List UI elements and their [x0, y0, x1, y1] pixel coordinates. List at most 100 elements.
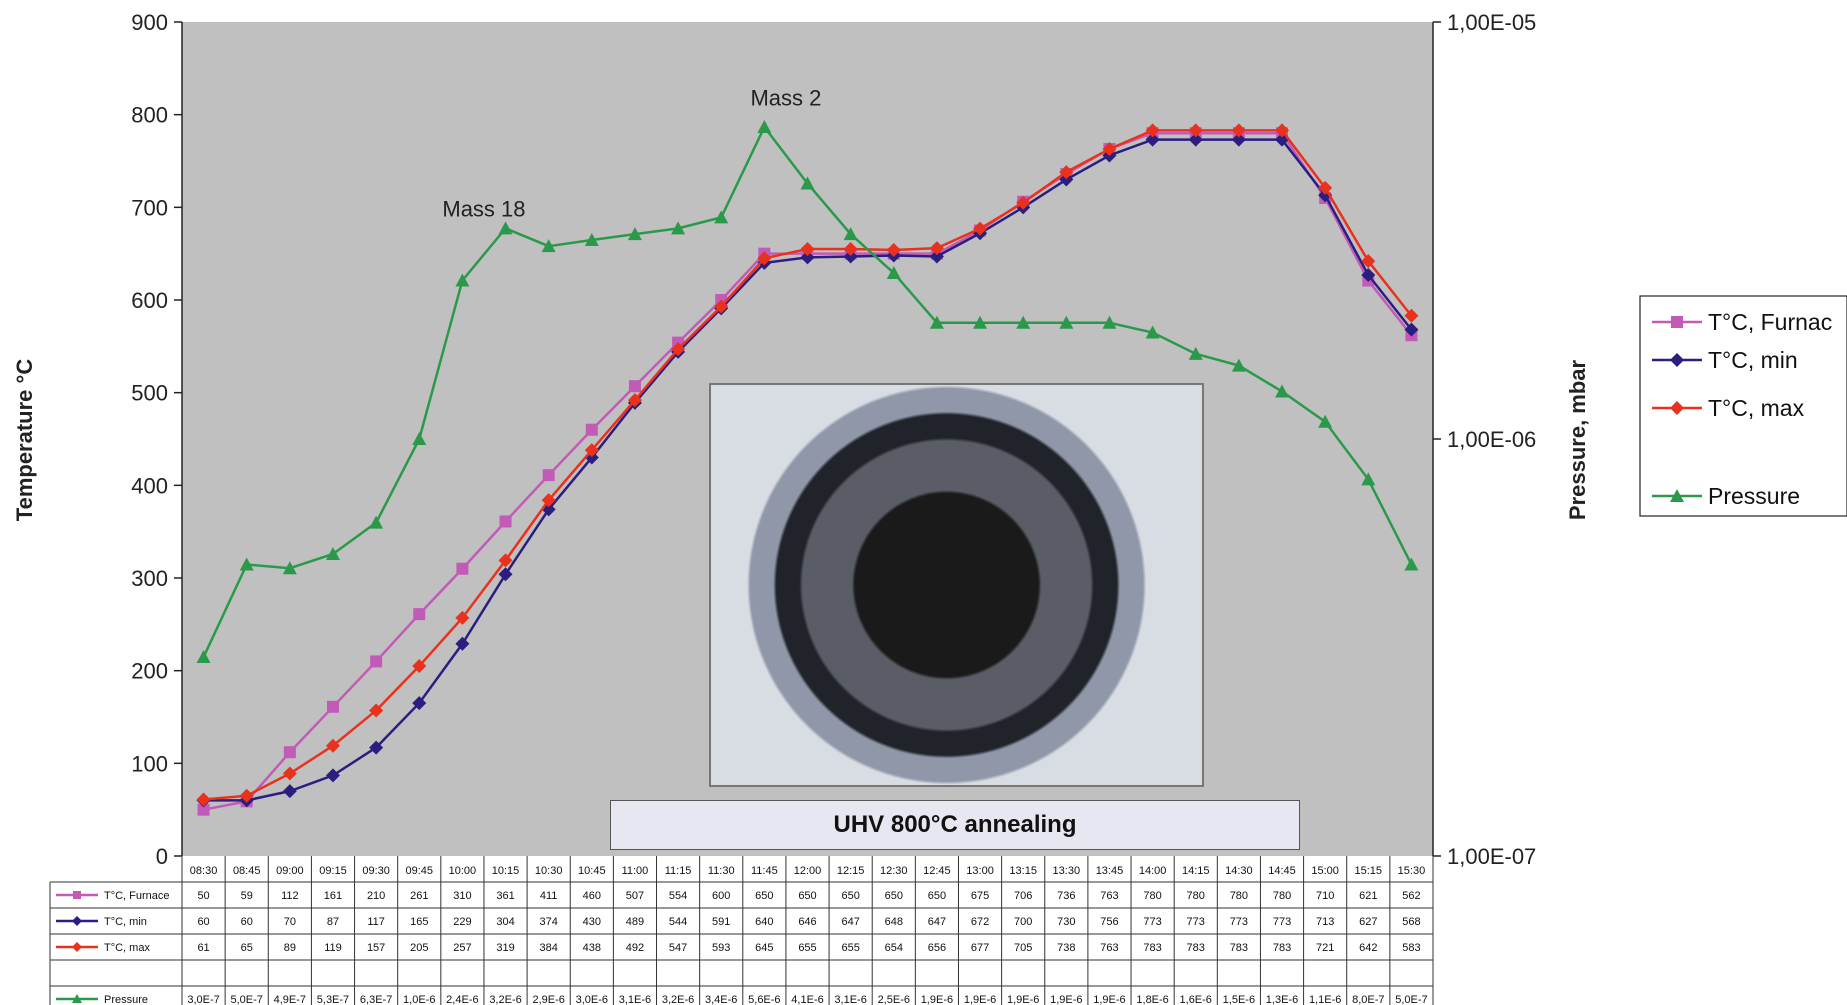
table-cell: 730: [1057, 916, 1075, 928]
data-point: [800, 176, 815, 190]
data-point: [196, 792, 211, 807]
data-point: [1275, 123, 1290, 138]
annotation-label: Mass 18: [442, 197, 525, 222]
table-cell: 5,0E-7: [230, 994, 262, 1005]
table-cell: 3,4E-6: [705, 994, 737, 1005]
data-point: [282, 766, 297, 781]
table-cell: 647: [928, 916, 946, 928]
table-cell: 2,4E-6: [446, 994, 478, 1005]
x-tick-label: 13:15: [1009, 865, 1037, 877]
table-cell: 1,9E-6: [1093, 994, 1125, 1005]
table-row-label: T°C, max: [104, 942, 150, 954]
table-cell: 210: [367, 890, 385, 902]
x-tick-label: 09:00: [276, 865, 304, 877]
data-point: [671, 342, 686, 357]
data-point: [282, 561, 297, 575]
data-point: [1188, 132, 1203, 147]
table-cell: 165: [410, 916, 428, 928]
table-row-label: T°C, Furnace: [104, 890, 170, 902]
table-cell: 656: [928, 942, 946, 954]
data-point: [1231, 132, 1246, 147]
table-cell: 650: [885, 890, 903, 902]
left-axis-title: Temperature °C: [12, 359, 37, 522]
right-axis: 1,00E-07 1,00E-06 1,00E-05: [1432, 10, 1536, 869]
data-point: [498, 553, 513, 568]
data-point: [239, 788, 254, 803]
table-cell: 438: [583, 942, 601, 954]
table-cell: 157: [367, 942, 385, 954]
table-cell: 647: [841, 916, 859, 928]
x-tick-label: 15:30: [1398, 865, 1426, 877]
furnace-photo: [709, 383, 1204, 787]
table-cell: 650: [755, 890, 773, 902]
data-point: [455, 636, 470, 651]
x-tick-label: 11:15: [665, 865, 692, 877]
table-cell: 627: [1359, 916, 1377, 928]
data-point: [541, 239, 556, 253]
x-tick-label: 13:00: [966, 865, 994, 877]
data-point: [455, 273, 470, 287]
series-layer: [196, 120, 1419, 816]
left-tick-label: 0: [156, 844, 168, 869]
x-tick-label: 14:45: [1268, 865, 1296, 877]
table-cell: 562: [1402, 890, 1420, 902]
right-tick-label: 1,00E-05: [1447, 10, 1536, 35]
data-point: [498, 567, 513, 582]
table-cell: 161: [324, 890, 342, 902]
table-cell: 642: [1359, 942, 1377, 954]
left-tick-label: 100: [131, 751, 168, 776]
table-cell: 492: [626, 942, 644, 954]
data-point: [326, 700, 339, 713]
data-point: [369, 515, 384, 529]
data-point: [1361, 254, 1376, 269]
table-cell: 675: [971, 890, 989, 902]
data-point: [1671, 316, 1683, 328]
data-point: [1670, 401, 1684, 415]
table-cell: 773: [1273, 916, 1291, 928]
table-cell: 554: [669, 890, 687, 902]
data-point: [498, 221, 513, 235]
table-cell: 310: [453, 890, 471, 902]
data-point: [1670, 353, 1684, 367]
table-cell: 1,8E-6: [1136, 994, 1168, 1005]
data-point: [1188, 123, 1203, 138]
table-cell: 70: [284, 916, 296, 928]
left-tick-label: 500: [131, 381, 168, 406]
table-cell: 4,1E-6: [791, 994, 823, 1005]
table-cell: 8,0E-7: [1352, 994, 1384, 1005]
table-cell: 654: [885, 942, 903, 954]
data-point: [73, 891, 81, 899]
table-cell: 65: [241, 942, 253, 954]
x-tick-label: 09:45: [405, 865, 433, 877]
x-tick-label: 08:45: [233, 865, 261, 877]
x-tick-label: 11:30: [708, 865, 735, 877]
data-point: [72, 942, 82, 952]
table-cell: 591: [712, 916, 730, 928]
data-point: [413, 608, 426, 621]
table-cell: 706: [1014, 890, 1032, 902]
right-axis-title: Pressure, mbar: [1565, 359, 1590, 520]
data-point: [1145, 325, 1160, 339]
left-tick-label: 800: [131, 103, 168, 128]
table-cell: 721: [1316, 942, 1334, 954]
table-cell: 600: [712, 890, 730, 902]
table-cell: 650: [841, 890, 859, 902]
table-cell: 261: [410, 890, 428, 902]
table-cell: 1,5E-6: [1223, 994, 1255, 1005]
table-cell: 783: [1273, 942, 1291, 954]
table-cell: 646: [798, 916, 816, 928]
table-cell: 1,6E-6: [1180, 994, 1212, 1005]
data-point: [584, 233, 599, 247]
x-tick-label: 11:00: [622, 865, 649, 877]
data-point: [370, 655, 383, 668]
table-row-label: T°C, min: [104, 916, 147, 928]
table-cell: 489: [626, 916, 644, 928]
table-cell: 783: [1143, 942, 1161, 954]
right-tick-label: 1,00E-06: [1447, 427, 1536, 452]
table-cell: 119: [324, 942, 342, 954]
table-cell: 780: [1230, 890, 1248, 902]
table-cell: 384: [539, 942, 557, 954]
data-point: [325, 738, 340, 753]
table-cell: 229: [453, 916, 471, 928]
data-point: [1016, 195, 1031, 210]
